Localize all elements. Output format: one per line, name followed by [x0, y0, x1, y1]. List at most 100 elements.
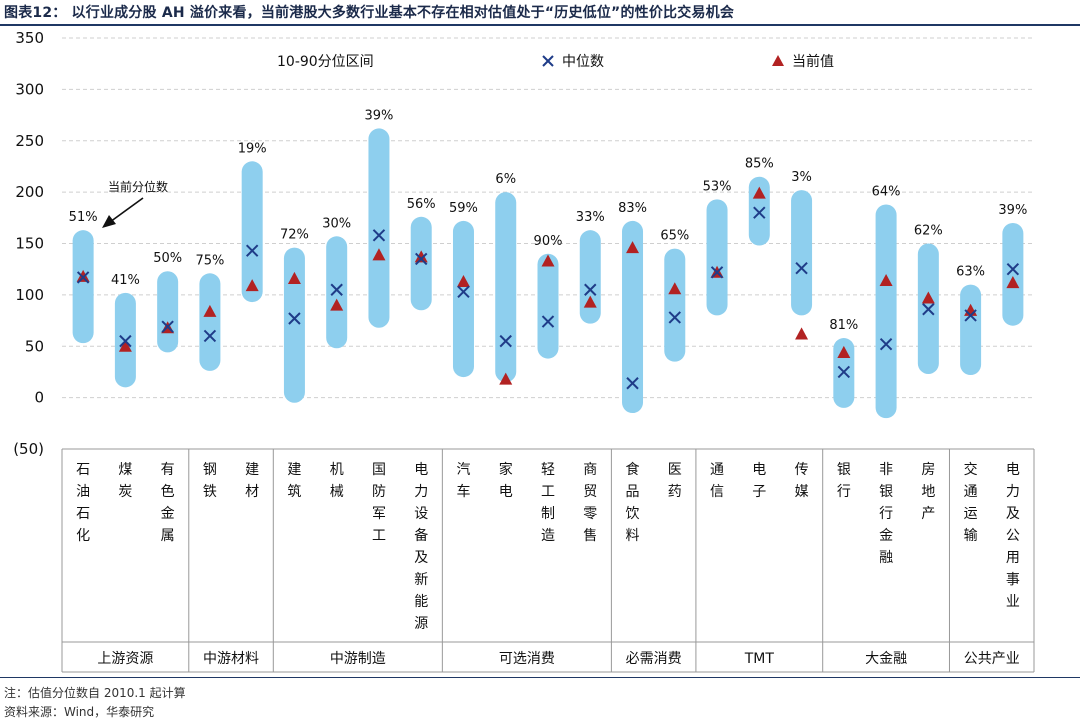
- category-label-char: 新: [414, 572, 428, 588]
- current-value-marker: [668, 282, 682, 295]
- category-label-char: 通: [710, 462, 724, 478]
- category-label-char: 金: [161, 506, 175, 522]
- annotation-arrow-line: [109, 197, 144, 223]
- median-marker: [753, 206, 766, 219]
- category-label-char: 防: [372, 484, 386, 500]
- category-label-char: 非: [879, 462, 893, 478]
- percentile-labels: 51% 41% 50% 75% 19% 72% 30% 39% 56% 59% 6% 90% 33% 83…: [69, 108, 1028, 333]
- median-marker-stroke: [795, 261, 808, 275]
- percentile-label: 30%: [322, 216, 351, 231]
- category-label-char: 炭: [118, 484, 132, 500]
- legend-label: 10-90分位区间: [277, 54, 374, 70]
- median-marker-stroke: [415, 252, 428, 266]
- category-label-char: 钢: [203, 462, 217, 478]
- group-label: 公共产业: [964, 651, 1020, 667]
- category-label-char: 有: [161, 462, 175, 478]
- y-tick-label: 250: [15, 132, 44, 150]
- range-bars: [72, 128, 1024, 419]
- category-label-char: 料: [626, 528, 640, 544]
- y-tick-label: 200: [15, 183, 44, 201]
- range-bar: [664, 248, 686, 362]
- current-value-marker: [372, 248, 386, 261]
- category-label-char: 银: [879, 484, 893, 500]
- category-label-char: 国: [372, 462, 386, 478]
- category-label-char: 建: [245, 462, 259, 478]
- legend-median-stroke: [542, 55, 554, 67]
- median-marker-stroke: [372, 229, 386, 242]
- category-label-char: 造: [541, 528, 555, 544]
- category-label-char: 电: [414, 462, 428, 478]
- percentile-label: 33%: [576, 210, 605, 225]
- median-marker-stroke: [922, 303, 935, 316]
- percentile-label: 6%: [495, 172, 516, 187]
- markers: [76, 186, 1020, 390]
- range-bar: [791, 190, 813, 316]
- category-label-char: 源: [414, 616, 428, 632]
- median-marker-stroke: [753, 206, 766, 219]
- range-chart: (50) 0 50 100 150 200 250 300 350 51% 41% 50% 75% 19…: [13, 29, 1035, 673]
- category-label-char: 军: [372, 506, 386, 522]
- category-label-char: 石: [76, 506, 90, 522]
- current-value-marker: [76, 269, 90, 282]
- category-label-char: 药: [668, 484, 682, 500]
- category-label-char: 金: [879, 528, 893, 544]
- category-label-char: 信: [710, 484, 724, 500]
- legend: 10-90分位区间 中位数 当前值: [277, 53, 834, 70]
- current-value-marker: [1006, 276, 1020, 289]
- current-value-marker: [583, 295, 597, 308]
- y-tick-label: 0: [34, 389, 44, 407]
- median-marker: [837, 365, 851, 379]
- range-bar: [579, 230, 601, 324]
- category-label-char: 及: [1006, 506, 1020, 522]
- median-marker-stroke: [668, 311, 681, 324]
- annotation-text: 当前分位数: [108, 179, 168, 194]
- category-label-char: 业: [1006, 594, 1020, 610]
- category-label-char: 产: [921, 506, 935, 522]
- median-marker: [710, 266, 724, 279]
- y-tick-label: 300: [15, 80, 44, 98]
- median-marker: [795, 261, 808, 275]
- median-marker-stroke: [203, 329, 217, 343]
- median-marker-stroke: [710, 266, 724, 279]
- category-label-char: 制: [541, 506, 555, 522]
- percentile-label: 3%: [791, 170, 812, 185]
- range-bar: [495, 192, 517, 383]
- median-marker-stroke: [626, 377, 639, 390]
- percentile-label: 85%: [745, 157, 774, 172]
- category-label-char: 工: [372, 528, 386, 544]
- category-label-char: 属: [161, 528, 175, 544]
- range-bar: [368, 128, 390, 328]
- current-value-marker: [795, 327, 809, 340]
- median-marker-stroke: [1006, 262, 1020, 276]
- current-value-marker: [245, 279, 259, 292]
- category-label-char: 电: [499, 484, 513, 500]
- category-label-char: 食: [626, 461, 640, 478]
- percentile-label: 39%: [365, 108, 394, 123]
- median-marker-stroke: [161, 320, 174, 333]
- category-label-char: 力: [1006, 484, 1020, 500]
- range-bar: [706, 199, 728, 316]
- category-label-char: 建: [287, 462, 301, 478]
- current-value-marker: [626, 241, 640, 254]
- range-bar: [157, 271, 179, 353]
- category-label-char: 械: [330, 484, 344, 500]
- range-bar: [241, 161, 263, 303]
- median-marker: [626, 377, 639, 390]
- percentile-label: 72%: [280, 228, 309, 243]
- current-value-marker: [203, 304, 217, 317]
- range-bar: [748, 176, 770, 246]
- y-tick-label: 50: [25, 337, 44, 355]
- current-value-marker: [921, 291, 935, 304]
- category-label-char: 事: [1006, 572, 1020, 588]
- group-label: 必需消费: [626, 651, 682, 667]
- range-bar: [326, 236, 348, 349]
- bottom-rule: [0, 677, 1080, 678]
- category-label-char: 传: [795, 462, 809, 478]
- category-label-char: 汽: [456, 462, 470, 478]
- current-value-marker: [414, 250, 428, 263]
- current-value-marker: [499, 372, 513, 385]
- range-bar: [875, 204, 897, 419]
- legend-current-symbol: [772, 55, 784, 66]
- category-label-char: 筑: [287, 484, 301, 500]
- category-label-char: 通: [964, 484, 978, 500]
